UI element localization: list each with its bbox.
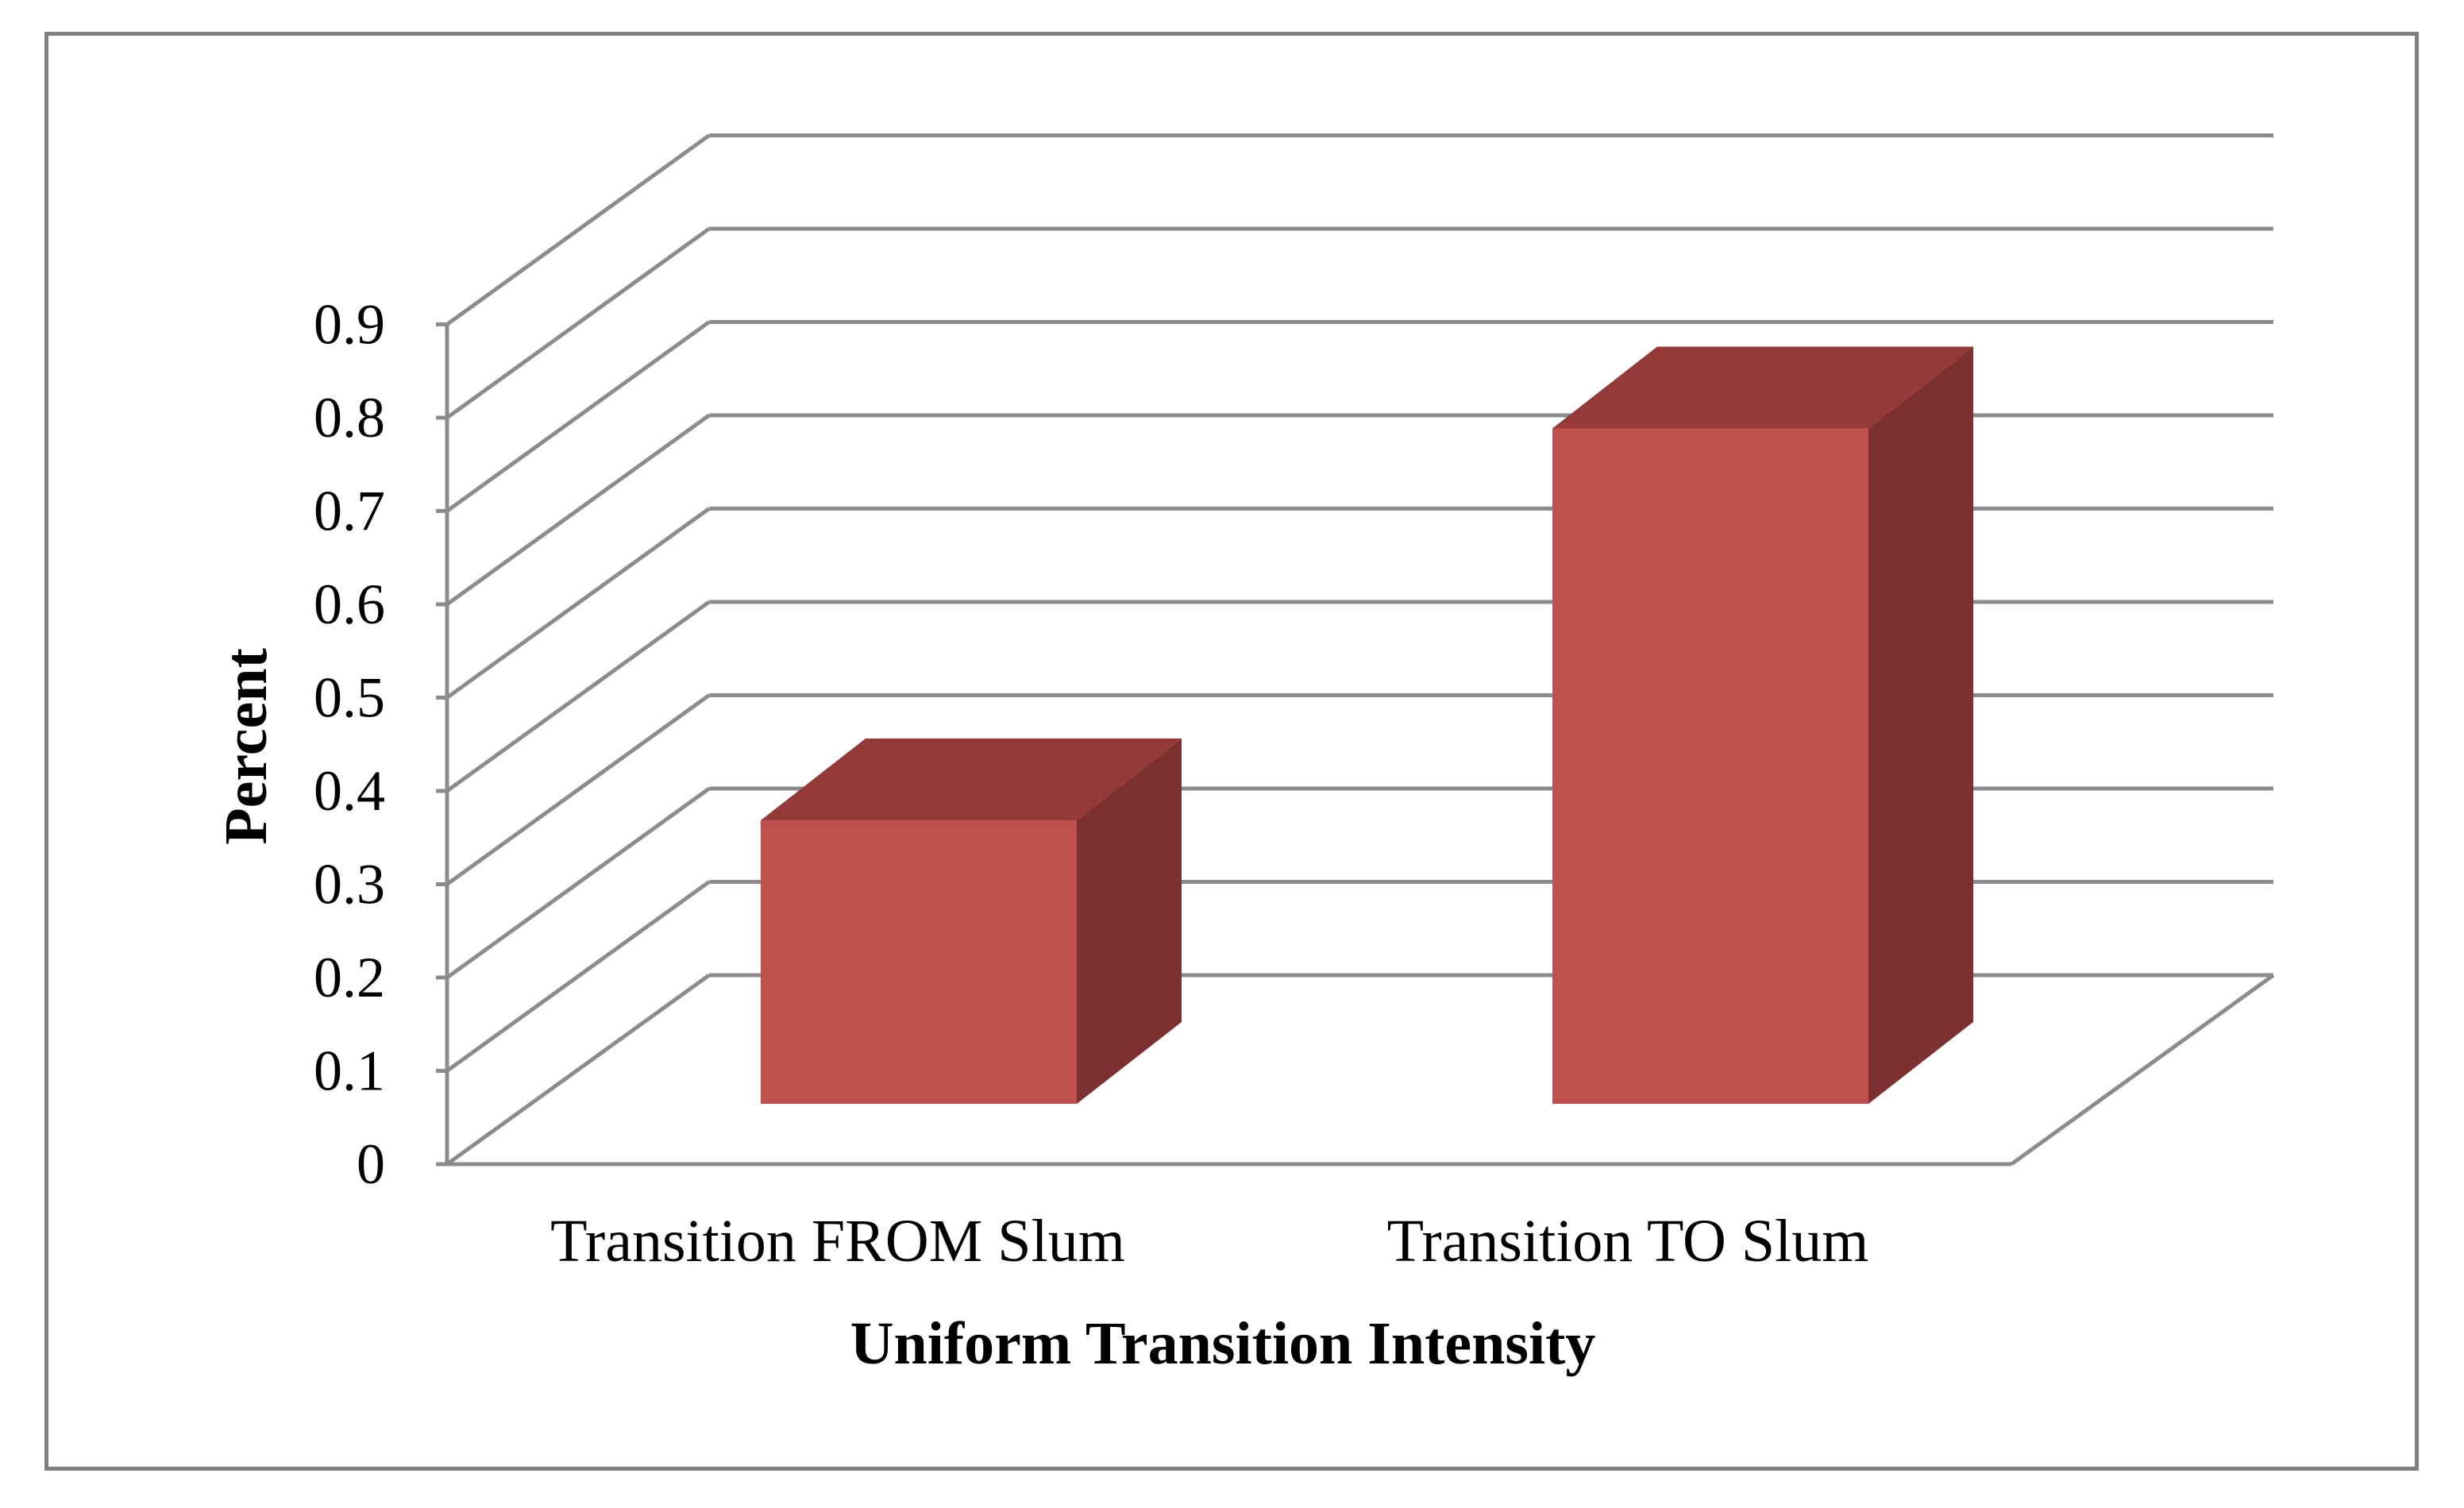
side-gridline xyxy=(445,880,711,1073)
side-gridline xyxy=(445,413,711,607)
side-gridline xyxy=(445,133,711,326)
side-gridline xyxy=(445,973,711,1167)
grid-layer xyxy=(436,133,2275,1167)
side-gridline xyxy=(445,226,711,420)
bar-top-face xyxy=(1552,346,1973,429)
bar xyxy=(1552,346,1973,1104)
y-tick-labels: 0 0.1 0.2 0.3 0.4 0.5 0.6 0.7 0.8 0.9 xyxy=(314,293,385,1197)
side-gridline xyxy=(445,786,711,980)
bar-side-face xyxy=(1077,739,1182,1104)
bar-front-face xyxy=(1552,428,1868,1104)
y-tick-label: 0.3 xyxy=(314,853,385,916)
category-label: Transition TO Slum xyxy=(1387,1208,1869,1275)
chart-frame xyxy=(44,32,2419,1471)
y-tick-label: 0.4 xyxy=(314,759,385,823)
category-label: Transition FROM Slum xyxy=(550,1208,1125,1275)
y-tick-label: 0 xyxy=(357,1132,385,1196)
bar-front-face xyxy=(761,820,1077,1104)
y-tick-label: 0.6 xyxy=(314,573,385,636)
category-labels: Transition FROM Slum Transition TO Slum xyxy=(550,1208,1868,1275)
bar-layer xyxy=(761,346,1973,1104)
y-tick-label: 0.8 xyxy=(314,386,385,449)
side-gridline xyxy=(445,507,711,700)
y-tick-label: 0.7 xyxy=(314,480,385,543)
x-axis-title: Uniform Transition Intensity xyxy=(850,1310,1596,1377)
bar xyxy=(761,739,1182,1104)
side-gridline xyxy=(445,600,711,793)
y-tick-label: 0.9 xyxy=(314,293,385,357)
y-axis-title: Percent xyxy=(213,648,280,845)
y-tick-label: 0.5 xyxy=(314,666,385,730)
bar-top-face xyxy=(761,739,1182,820)
y-tick-label: 0.1 xyxy=(314,1039,385,1103)
y-tick-label: 0.2 xyxy=(314,946,385,1009)
side-gridline xyxy=(445,320,711,513)
floor-right-edge xyxy=(2010,973,2275,1167)
bar-side-face xyxy=(1868,346,1973,1104)
side-gridline xyxy=(445,693,711,886)
